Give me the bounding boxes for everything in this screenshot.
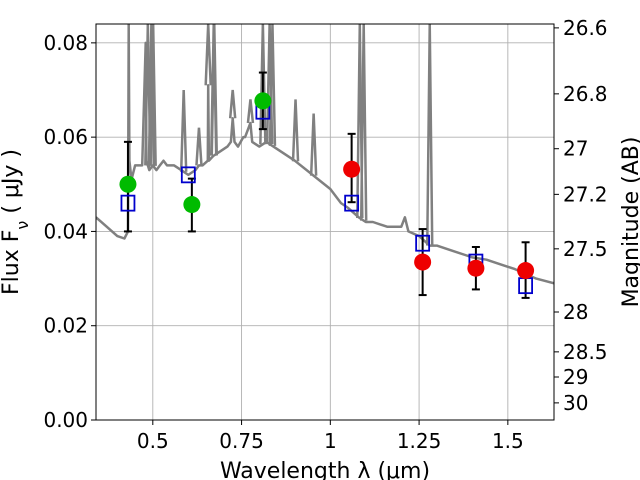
y2-tick-label: 27.2 <box>563 182 608 206</box>
y-axis-label-subscript: ν <box>13 221 32 230</box>
emission-line-spike <box>291 99 300 162</box>
model-photometry-box <box>344 194 360 212</box>
y2-tick-label: 26.6 <box>563 16 608 40</box>
red-data-point <box>467 259 485 277</box>
emission-line-spike <box>127 24 130 25</box>
emission-line-spike <box>228 89 237 119</box>
emission-line-spike <box>359 24 368 221</box>
y2-tick-label: 29 <box>563 365 588 389</box>
emission-line-spike <box>195 127 203 166</box>
model-photometry-box <box>120 194 136 212</box>
model-continuum-line <box>96 24 554 285</box>
emission-line-spike <box>425 24 434 246</box>
y2-tick-label: 28 <box>563 300 588 324</box>
y-tick-label: 0.04 <box>43 219 88 243</box>
y-tick-label: 0.08 <box>43 31 88 55</box>
y-axis-label-unit: ( μJy ) <box>0 149 24 221</box>
y2-tick-label: 28.5 <box>563 340 608 364</box>
emission-line-spike <box>553 262 554 284</box>
red-data-point <box>517 262 535 280</box>
y-axis-label: Flux Fν ( μJy ) <box>0 149 32 295</box>
green-data-point <box>254 92 272 110</box>
emission-line-spike <box>309 113 318 176</box>
observed-points <box>119 92 535 280</box>
plot-frame <box>95 23 555 421</box>
plot-area <box>96 24 554 299</box>
emission-line-spike <box>147 24 156 168</box>
red-data-point <box>414 253 432 271</box>
y2-tick-label: 26.8 <box>563 82 608 106</box>
emission-line-spike <box>210 24 219 156</box>
x-tick-label: 1.25 <box>397 429 442 453</box>
model-spectrum <box>96 24 554 285</box>
y2-tick-label: 27.5 <box>563 237 608 261</box>
x-tick-label: 1 <box>324 429 337 453</box>
error-bars <box>123 71 530 299</box>
y-axis-label-main: Flux F <box>0 230 24 295</box>
emission-line-spike <box>204 24 212 86</box>
x-tick-label: 1.5 <box>492 429 524 453</box>
emission-line-spike <box>268 24 277 146</box>
x-axis-label: Wavelength λ (μm) <box>220 459 430 480</box>
green-data-point <box>183 196 201 214</box>
green-data-point <box>119 175 137 193</box>
red-data-point <box>343 160 361 178</box>
x-tick-label: 0.5 <box>137 429 169 453</box>
y-tick-label: 0.02 <box>43 314 88 338</box>
model-photometry-box <box>180 166 196 184</box>
emission-line-spike <box>246 99 255 124</box>
y2-tick-label: 30 <box>563 391 588 415</box>
model-photometry-box <box>415 234 431 252</box>
y2-tick-label: 27 <box>563 137 588 161</box>
emission-line-spike <box>179 89 188 172</box>
grid-lines <box>96 24 554 421</box>
x-axis-ticks: 0.5 0.75 1 1.25 1.5 <box>137 420 524 453</box>
x-tick-label: 0.75 <box>219 429 264 453</box>
y-tick-label: 0.00 <box>43 408 88 432</box>
y-axis-ticks: 0.00 0.02 0.04 0.06 0.08 <box>43 31 96 432</box>
y2-axis-label: Magnitude (AB) <box>619 137 640 308</box>
emission-line-spike <box>149 24 157 166</box>
y-tick-label: 0.06 <box>43 125 88 149</box>
